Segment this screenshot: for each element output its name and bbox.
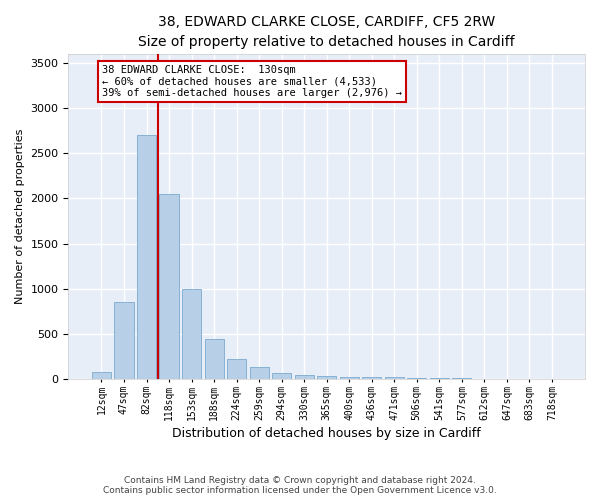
Bar bbox=[385, 378, 404, 380]
Bar bbox=[92, 372, 111, 380]
Bar bbox=[497, 378, 517, 380]
Bar bbox=[407, 378, 427, 380]
Bar bbox=[250, 368, 269, 380]
Bar bbox=[475, 378, 494, 380]
Bar bbox=[340, 376, 359, 380]
Bar bbox=[205, 338, 224, 380]
Bar bbox=[137, 135, 156, 380]
Bar bbox=[227, 360, 246, 380]
Bar bbox=[115, 302, 134, 380]
Bar bbox=[160, 194, 179, 380]
Bar bbox=[317, 376, 336, 380]
Bar bbox=[182, 289, 201, 380]
Text: Contains HM Land Registry data © Crown copyright and database right 2024.
Contai: Contains HM Land Registry data © Crown c… bbox=[103, 476, 497, 495]
Bar bbox=[430, 378, 449, 380]
X-axis label: Distribution of detached houses by size in Cardiff: Distribution of detached houses by size … bbox=[172, 427, 481, 440]
Bar bbox=[452, 378, 472, 380]
Y-axis label: Number of detached properties: Number of detached properties bbox=[15, 129, 25, 304]
Bar bbox=[272, 373, 291, 380]
Title: 38, EDWARD CLARKE CLOSE, CARDIFF, CF5 2RW
Size of property relative to detached : 38, EDWARD CLARKE CLOSE, CARDIFF, CF5 2R… bbox=[139, 15, 515, 48]
Text: 38 EDWARD CLARKE CLOSE:  130sqm
← 60% of detached houses are smaller (4,533)
39%: 38 EDWARD CLARKE CLOSE: 130sqm ← 60% of … bbox=[102, 64, 402, 98]
Bar bbox=[295, 374, 314, 380]
Bar bbox=[362, 377, 382, 380]
